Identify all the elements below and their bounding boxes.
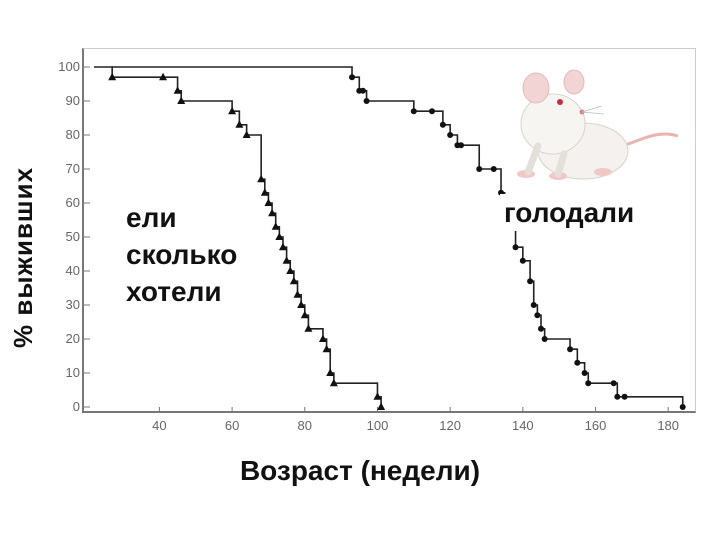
y-axis-label: % выживших — [8, 166, 38, 348]
series-0-point — [286, 266, 295, 274]
series-1-point — [538, 325, 544, 332]
plot-frame — [82, 48, 696, 413]
series-1-point — [534, 312, 541, 319]
x-tick-label: 80 — [298, 418, 312, 433]
series-1-point — [527, 278, 534, 285]
series-1-point — [490, 166, 497, 172]
series-0-point — [293, 290, 302, 298]
y-tick-label: 40 — [66, 263, 80, 278]
y-tick-label: 0 — [73, 399, 80, 414]
series-1-point — [541, 336, 548, 342]
series-1-point — [581, 370, 588, 376]
y-tick-label: 70 — [66, 161, 80, 176]
x-tick-label: 100 — [367, 418, 389, 433]
annotation-ad-libitum: ели сколько хотели — [122, 199, 242, 310]
y-tick-label: 20 — [66, 331, 80, 346]
series-0-point — [278, 242, 287, 251]
x-tick-label: 140 — [512, 418, 534, 433]
annotation-restricted: голодали — [500, 194, 639, 231]
series-0-point — [228, 106, 237, 115]
series-1-point — [567, 346, 574, 353]
series-0-point — [318, 334, 327, 342]
series-1-point — [428, 108, 435, 115]
series-0-point — [300, 310, 309, 319]
y-tick-label: 60 — [66, 195, 80, 210]
series-0-point — [242, 130, 251, 138]
series-1-point — [447, 132, 454, 138]
series-1-point — [363, 98, 370, 104]
series-1-point — [679, 404, 686, 410]
y-tick-label: 100 — [58, 59, 80, 74]
series-0-point — [289, 276, 298, 285]
series-1-point — [614, 393, 621, 400]
x-tick-label: 40 — [152, 418, 166, 433]
x-tick-label: 60 — [225, 418, 239, 433]
annotation-line: ели — [126, 202, 177, 233]
y-tick-label: 30 — [66, 297, 80, 312]
series-1-point — [410, 108, 417, 115]
series-0-point — [282, 256, 291, 264]
x-tick-label: 180 — [657, 418, 679, 433]
series-0-point — [271, 222, 280, 230]
series-0-point — [177, 96, 186, 104]
series-0-point — [297, 300, 306, 308]
series-0-point — [373, 392, 382, 400]
series-1-point — [349, 74, 356, 81]
series-1-point — [519, 257, 526, 264]
series-0-point — [235, 120, 244, 128]
series-0-point — [326, 368, 335, 376]
series-1-point — [512, 244, 519, 251]
y-tick-label: 80 — [66, 127, 80, 142]
series-0-point — [264, 198, 273, 206]
series-0-point — [173, 86, 182, 94]
annotation-line: сколько — [126, 239, 238, 270]
series-0-point — [257, 174, 266, 183]
x-tick-label: 120 — [439, 418, 461, 433]
series-0-point — [304, 324, 313, 332]
y-tick-label: 10 — [66, 365, 80, 380]
annotation-line: хотели — [126, 276, 222, 307]
series-1-point — [574, 359, 581, 366]
series-1-point — [458, 142, 465, 149]
series-1-point — [530, 302, 537, 308]
series-1-point — [610, 380, 617, 387]
y-tick-label: 90 — [66, 93, 80, 108]
annotation-line: голодали — [504, 197, 635, 228]
series-1-point — [476, 166, 483, 172]
series-0-point — [260, 188, 269, 196]
series-0-point — [322, 344, 331, 353]
series-1-point — [359, 87, 366, 94]
series-1-point — [621, 393, 628, 400]
series-1-point — [585, 380, 592, 387]
series-0-point — [108, 72, 117, 81]
y-tick-label: 50 — [66, 229, 80, 244]
series-0-point — [159, 72, 168, 81]
series-0-point — [275, 232, 284, 240]
series-0-point — [268, 208, 277, 217]
white-mouse-icon — [517, 69, 679, 180]
series-0-point — [329, 378, 338, 387]
series-1-point — [439, 121, 446, 128]
series-0-point — [377, 402, 386, 410]
x-axis-label: Возраст (недели) — [239, 455, 481, 486]
x-tick-label: 160 — [585, 418, 607, 433]
